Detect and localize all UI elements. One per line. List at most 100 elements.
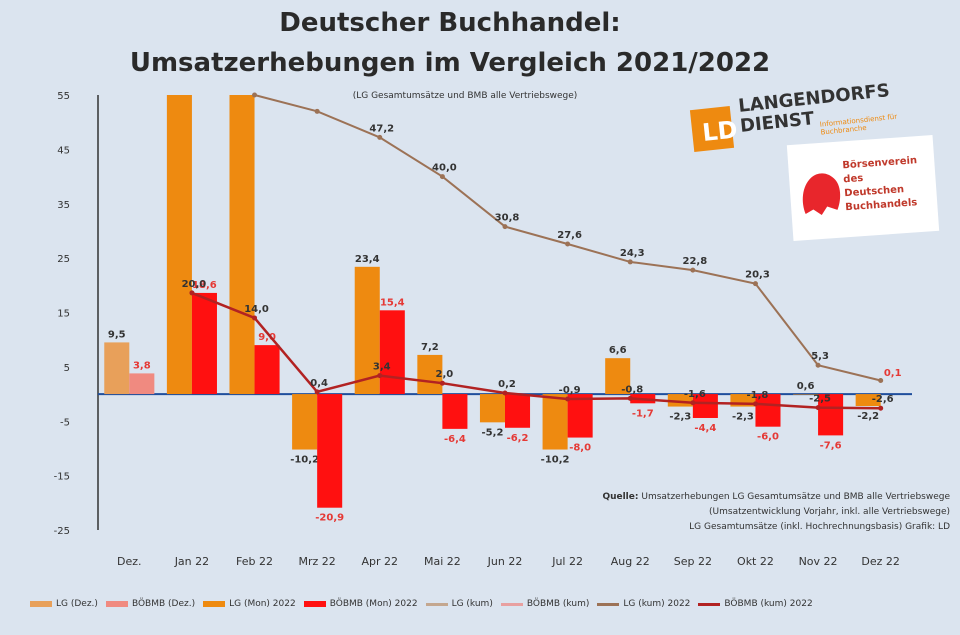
point-bmb_cum_2022 bbox=[627, 395, 633, 401]
point-lg_cum_2022 bbox=[502, 224, 508, 230]
legend-label: BÖBMB (kum) bbox=[526, 599, 590, 609]
bar-label: -1,7 bbox=[632, 408, 654, 419]
y-tick-label: 15 bbox=[57, 309, 70, 320]
y-tick-label: -5 bbox=[60, 417, 70, 428]
line-label: -1,8 bbox=[747, 390, 769, 401]
bar-lg_2022 bbox=[479, 394, 505, 423]
legend-label: LG (kum) bbox=[451, 599, 493, 609]
point-lg_cum_2022 bbox=[565, 241, 571, 247]
legend-item: LG (kum) bbox=[425, 599, 493, 609]
chart-legend: LG (Dez.) BÖBMB (Dez.) LG (Mon) 2022 BÖBMB … bbox=[30, 596, 930, 612]
x-tick-label: Feb 22 bbox=[236, 555, 273, 568]
point-bmb_cum_2022 bbox=[878, 405, 884, 411]
bar-lg_2022 bbox=[354, 266, 380, 395]
x-tick-label: Mrz 22 bbox=[299, 555, 336, 568]
x-tick-label: Mai 22 bbox=[424, 555, 461, 568]
bar-bmb_2022 bbox=[755, 394, 781, 427]
y-tick-label: 25 bbox=[57, 254, 70, 265]
bar-label: 9,5 bbox=[108, 329, 126, 340]
bar-bmb_2022 bbox=[567, 394, 593, 438]
x-tick-label: Jul 22 bbox=[551, 555, 583, 568]
bar-bmb_2022 bbox=[191, 292, 217, 395]
y-tick-label: -25 bbox=[54, 526, 70, 537]
bar-lg_2022 bbox=[292, 394, 318, 450]
bar-label: 15,4 bbox=[380, 297, 405, 308]
chart-title-line2: Umsatzerhebungen im Vergleich 2021/2022 bbox=[129, 48, 771, 78]
legend-label: LG (kum) 2022 bbox=[623, 599, 691, 609]
bar-label: -7,6 bbox=[820, 440, 842, 451]
langendorfs-logo-graphic: LD bbox=[689, 106, 739, 152]
bar-label: 0,6 bbox=[797, 381, 815, 392]
line-label: -2,5 bbox=[809, 394, 831, 405]
bar-bmb_2022 bbox=[317, 394, 343, 508]
legend-swatch bbox=[597, 602, 620, 606]
bar-label: -5,2 bbox=[482, 427, 504, 438]
boersenverein-logo-mark bbox=[802, 173, 841, 215]
line-label: 30,8 bbox=[495, 213, 520, 224]
line-label: 0,4 bbox=[310, 378, 328, 389]
legend-swatch bbox=[698, 602, 721, 606]
bar-bmb_2022 bbox=[442, 394, 468, 429]
legend-item: BÖBMB (kum) bbox=[500, 599, 590, 609]
bar-label: -8,0 bbox=[569, 443, 591, 454]
line-label: 40,0 bbox=[432, 163, 457, 174]
point-bmb_cum_2022 bbox=[189, 290, 195, 296]
legend-item: BÖBMB (Mon) 2022 bbox=[303, 599, 418, 609]
final-bmb-label: 0,1 bbox=[884, 368, 902, 379]
legend-swatch bbox=[425, 602, 448, 606]
bar-lg_2022 bbox=[229, 95, 255, 395]
legend-label: BÖBMB (kum) 2022 bbox=[724, 599, 813, 609]
bar-label: -2,3 bbox=[669, 412, 691, 423]
legend-item: BÖBMB (Dez.) bbox=[105, 599, 195, 609]
legend-swatch bbox=[30, 601, 52, 607]
bar-lg_2022 bbox=[166, 95, 192, 395]
line-label: 27,6 bbox=[557, 230, 582, 241]
bar-label: -6,0 bbox=[757, 432, 779, 443]
line-label: 20,0 bbox=[182, 279, 207, 290]
y-tick-label: -15 bbox=[54, 472, 70, 483]
bar-label: -10,2 bbox=[541, 455, 570, 466]
x-tick-label: Dez. bbox=[117, 555, 142, 568]
y-tick-label: 5 bbox=[64, 363, 70, 374]
bar-bmb_2022 bbox=[254, 345, 280, 395]
line-label: -0,9 bbox=[559, 385, 581, 396]
legend-item: LG (kum) 2022 bbox=[597, 599, 690, 609]
point-bmb_cum_2022 bbox=[752, 401, 758, 407]
point-lg_cum_2022 bbox=[377, 134, 383, 140]
point-lg_cum_2022 bbox=[314, 108, 320, 114]
line-label: 5,3 bbox=[811, 351, 829, 362]
point-lg_cum_2022 bbox=[252, 92, 258, 98]
chart-title-line1: Deutscher Buchhandel: bbox=[279, 8, 621, 38]
x-tick-label: Aug 22 bbox=[611, 555, 650, 568]
bar-bmb_2021 bbox=[129, 373, 155, 395]
legend-swatch bbox=[303, 601, 326, 607]
bar-lg_2022 bbox=[793, 394, 819, 395]
x-tick-label: Sep 22 bbox=[674, 555, 712, 568]
bar-bmb_2022 bbox=[818, 394, 844, 436]
bar-bmb_2022 bbox=[379, 310, 405, 395]
source-line2: (Umsatzentwicklung Vorjahr, inkl. alle V… bbox=[709, 507, 950, 517]
point-bmb_cum_2022 bbox=[377, 373, 383, 379]
bar-lg_2022 bbox=[605, 358, 631, 395]
point-lg_cum_2022 bbox=[627, 259, 633, 265]
svg-text:LD: LD bbox=[701, 115, 739, 147]
line-label: 3,4 bbox=[373, 362, 391, 373]
legend-label: BÖBMB (Mon) 2022 bbox=[329, 599, 418, 609]
point-bmb_cum_2022 bbox=[815, 405, 821, 411]
bar-label: -20,9 bbox=[315, 513, 344, 524]
point-bmb_cum_2022 bbox=[565, 396, 571, 402]
line-label: 47,2 bbox=[369, 123, 394, 134]
legend-swatch bbox=[500, 602, 523, 606]
legend-swatch bbox=[105, 601, 128, 607]
bar-bmb_2022 bbox=[692, 394, 718, 418]
point-lg_cum_2022 bbox=[439, 174, 445, 180]
point-bmb_cum_2022 bbox=[439, 380, 445, 386]
point-lg_cum_2022 bbox=[690, 267, 696, 273]
source-label: Quelle: bbox=[602, 492, 639, 502]
line-label: 0,2 bbox=[498, 379, 516, 390]
bar-label: 23,4 bbox=[355, 254, 380, 265]
line-label: -2,6 bbox=[872, 394, 894, 405]
bar-label: 3,8 bbox=[133, 360, 151, 371]
bar-label: -2,3 bbox=[732, 412, 754, 423]
